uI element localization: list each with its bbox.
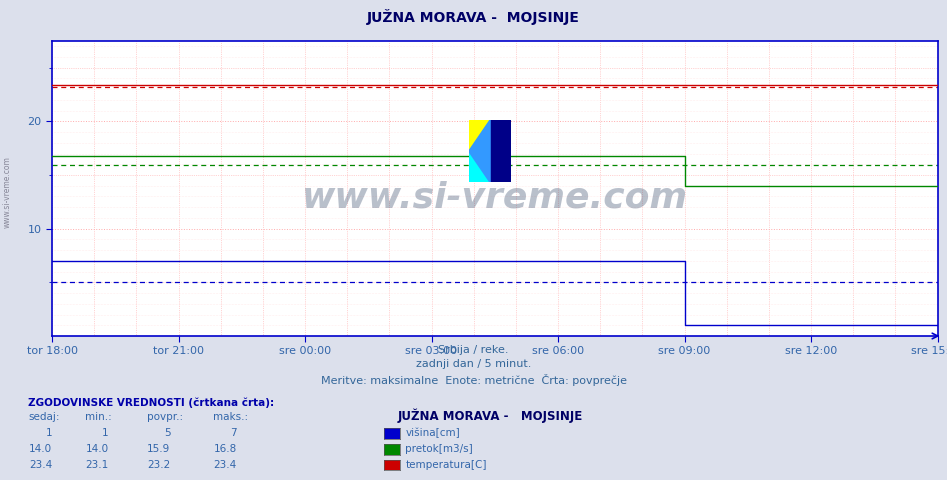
Text: 14.0: 14.0 <box>86 444 109 454</box>
Text: ZGODOVINSKE VREDNOSTI (črtkana črta):: ZGODOVINSKE VREDNOSTI (črtkana črta): <box>28 397 275 408</box>
Text: višina[cm]: višina[cm] <box>405 427 460 438</box>
Text: 1: 1 <box>102 428 109 438</box>
Polygon shape <box>469 151 491 182</box>
Polygon shape <box>469 120 491 182</box>
Polygon shape <box>491 120 511 182</box>
Text: www.si-vreme.com: www.si-vreme.com <box>302 180 688 214</box>
Text: 16.8: 16.8 <box>213 444 237 454</box>
Text: 1: 1 <box>45 428 52 438</box>
Text: temperatura[C]: temperatura[C] <box>405 459 487 469</box>
Text: 14.0: 14.0 <box>29 444 52 454</box>
Text: 15.9: 15.9 <box>147 444 170 454</box>
Text: JUŽNA MORAVA -   MOJSINJE: JUŽNA MORAVA - MOJSINJE <box>398 408 583 423</box>
Text: JUŽNA MORAVA -  MOJSINJE: JUŽNA MORAVA - MOJSINJE <box>367 9 580 25</box>
Text: pretok[m3/s]: pretok[m3/s] <box>405 444 474 454</box>
Text: 23.1: 23.1 <box>85 459 109 469</box>
Text: 23.4: 23.4 <box>28 459 52 469</box>
Text: min.:: min.: <box>85 412 112 422</box>
Text: Meritve: maksimalne  Enote: metrične  Črta: povprečje: Meritve: maksimalne Enote: metrične Črta… <box>320 374 627 386</box>
Text: www.si-vreme.com: www.si-vreme.com <box>3 156 12 228</box>
Text: 23.4: 23.4 <box>213 459 237 469</box>
Text: sedaj:: sedaj: <box>28 412 60 422</box>
Text: 23.2: 23.2 <box>147 459 170 469</box>
Text: Srbija / reke.: Srbija / reke. <box>438 345 509 355</box>
Polygon shape <box>469 120 491 151</box>
Text: 5: 5 <box>164 428 170 438</box>
Text: povpr.:: povpr.: <box>147 412 183 422</box>
Text: 7: 7 <box>230 428 237 438</box>
Text: maks.:: maks.: <box>213 412 248 422</box>
Text: zadnji dan / 5 minut.: zadnji dan / 5 minut. <box>416 359 531 369</box>
